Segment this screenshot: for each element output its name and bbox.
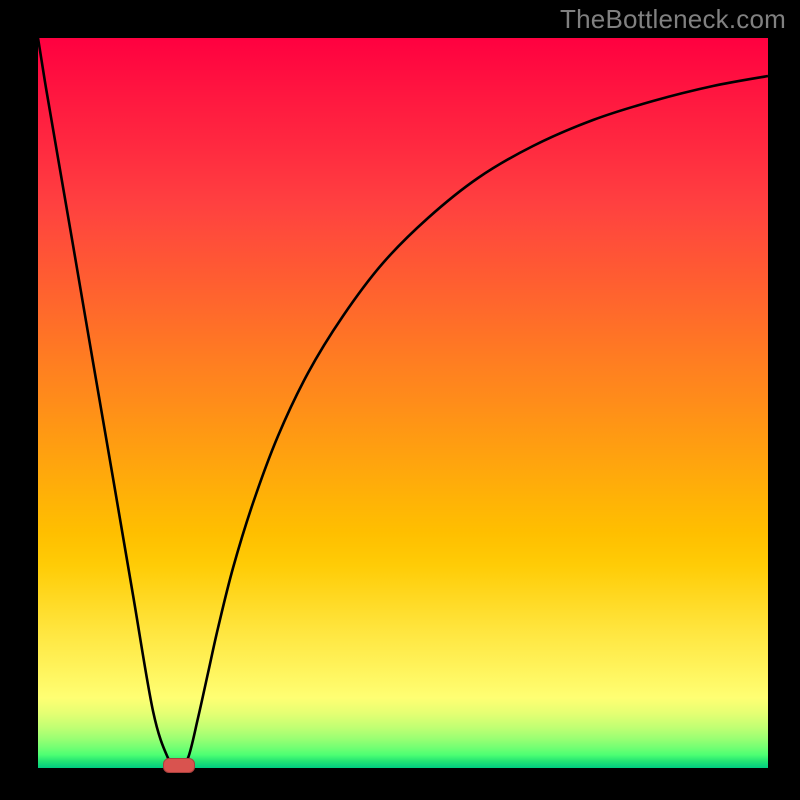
watermark-text: TheBottleneck.com [560,4,786,35]
bottleneck-chart-svg [0,0,800,800]
current-config-marker [163,758,195,773]
chart-frame: TheBottleneck.com [0,0,800,800]
plot-background-gradient [38,38,768,768]
